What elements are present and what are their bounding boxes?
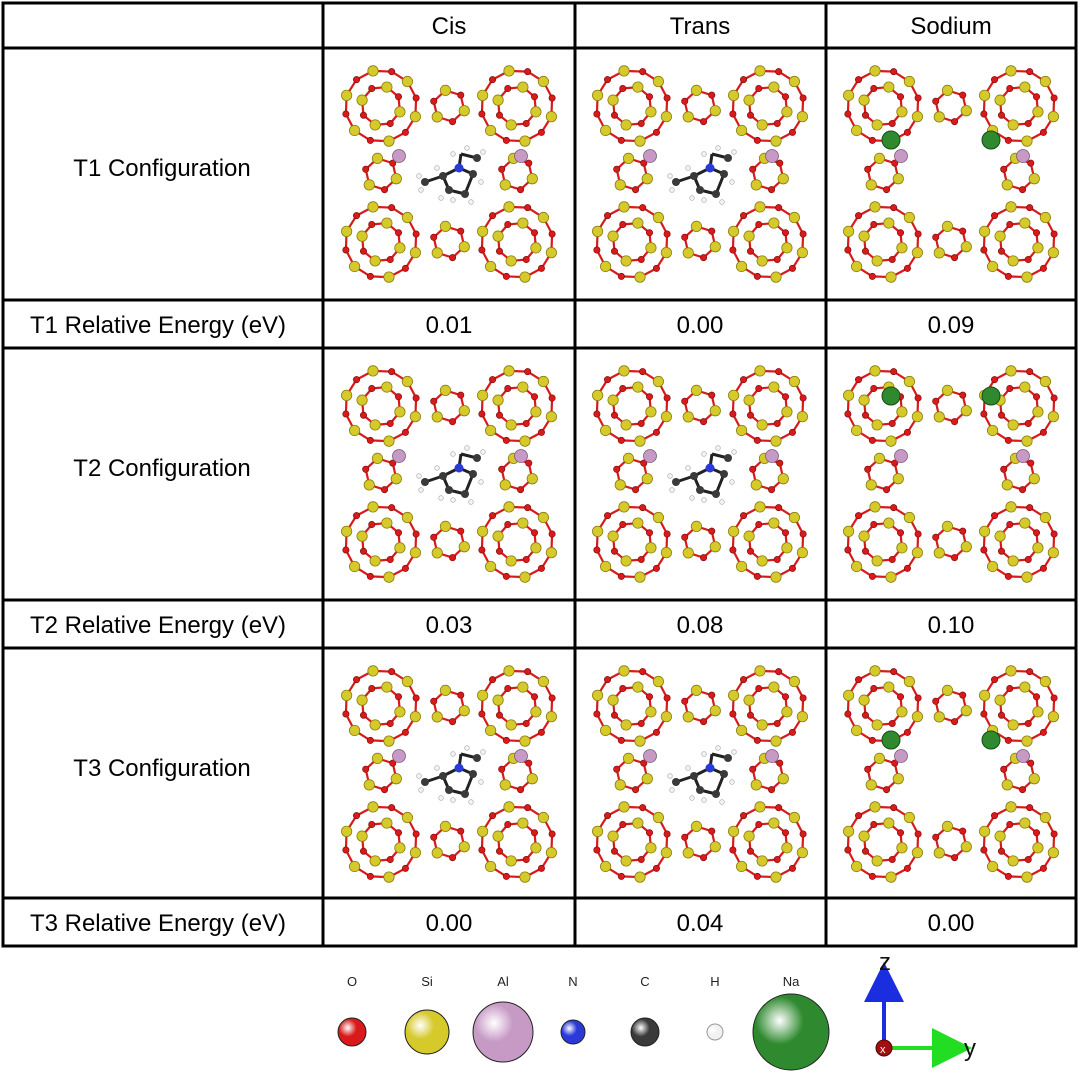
- x-axis-dot: [875, 1039, 893, 1057]
- legend-item-o: O: [337, 974, 367, 1047]
- structure-trans-t1: [592, 65, 808, 283]
- column-header-trans: Trans: [670, 13, 730, 40]
- legend-sphere-o: [337, 1017, 367, 1047]
- legend-label-al: Al: [497, 974, 509, 989]
- energy-t3-trans: 0.04: [677, 910, 724, 937]
- table-grid: [1, 1, 1078, 948]
- legend-sphere-n: [560, 1019, 586, 1045]
- x-axis-label: x: [880, 1044, 886, 1056]
- row-label-t2-configuration: T2 Configuration: [73, 455, 250, 482]
- legend-sphere-h: [706, 1023, 724, 1041]
- legend-sphere-si: [404, 1009, 450, 1055]
- legend-item-h: H: [706, 974, 724, 1041]
- structure-sodium-t2: [843, 365, 1059, 583]
- energy-t3-sodium: 0.00: [928, 910, 975, 937]
- legend-label-n: N: [568, 974, 577, 989]
- legend-item-na: Na: [752, 974, 830, 1071]
- legend-label-c: C: [640, 974, 649, 989]
- legend-item-n: N: [560, 974, 586, 1045]
- structure-cis-t3: [341, 665, 557, 883]
- legend-label-na: Na: [783, 974, 800, 989]
- structure-cis-t1: [341, 65, 557, 283]
- z-axis-label: z: [879, 949, 891, 976]
- structure-sodium-t3: [843, 665, 1059, 883]
- legend-sphere-na: [752, 993, 830, 1071]
- column-header-sodium: Sodium: [910, 13, 991, 40]
- legend-sphere-al: [472, 1001, 534, 1063]
- structure-cis-t2: [341, 365, 557, 583]
- row-label-t1-configuration: T1 Configuration: [73, 155, 250, 182]
- row-label-t1-energy: T1 Relative Energy (eV): [30, 312, 286, 339]
- y-axis-label: y: [964, 1035, 976, 1062]
- legend-label-o: O: [347, 974, 357, 989]
- energy-t2-cis: 0.03: [426, 612, 473, 639]
- structure-trans-t2: [592, 365, 808, 583]
- legend-label-si: Si: [421, 974, 433, 989]
- legend-item-al: Al: [472, 974, 534, 1063]
- row-label-t3-configuration: T3 Configuration: [73, 755, 250, 782]
- structure-images: [341, 65, 1059, 883]
- structure-trans-t3: [592, 665, 808, 883]
- element-legend: O Si Al N C H Na: [337, 974, 830, 1071]
- energy-t2-trans: 0.08: [677, 612, 724, 639]
- legend-sphere-c: [630, 1017, 660, 1047]
- row-label-t2-energy: T2 Relative Energy (eV): [30, 612, 286, 639]
- energy-t2-sodium: 0.10: [928, 612, 975, 639]
- row-label-t3-energy: T3 Relative Energy (eV): [30, 910, 286, 937]
- energy-t1-sodium: 0.09: [928, 312, 975, 339]
- structure-sodium-t1: [843, 65, 1059, 283]
- legend-item-si: Si: [404, 974, 450, 1055]
- column-header-cis: Cis: [432, 13, 467, 40]
- energy-t1-cis: 0.01: [426, 312, 473, 339]
- axis-triad: z y x: [864, 949, 976, 1068]
- energy-t3-cis: 0.00: [426, 910, 473, 937]
- energy-t1-trans: 0.00: [677, 312, 724, 339]
- legend-label-h: H: [710, 974, 719, 989]
- legend-item-c: C: [630, 974, 660, 1047]
